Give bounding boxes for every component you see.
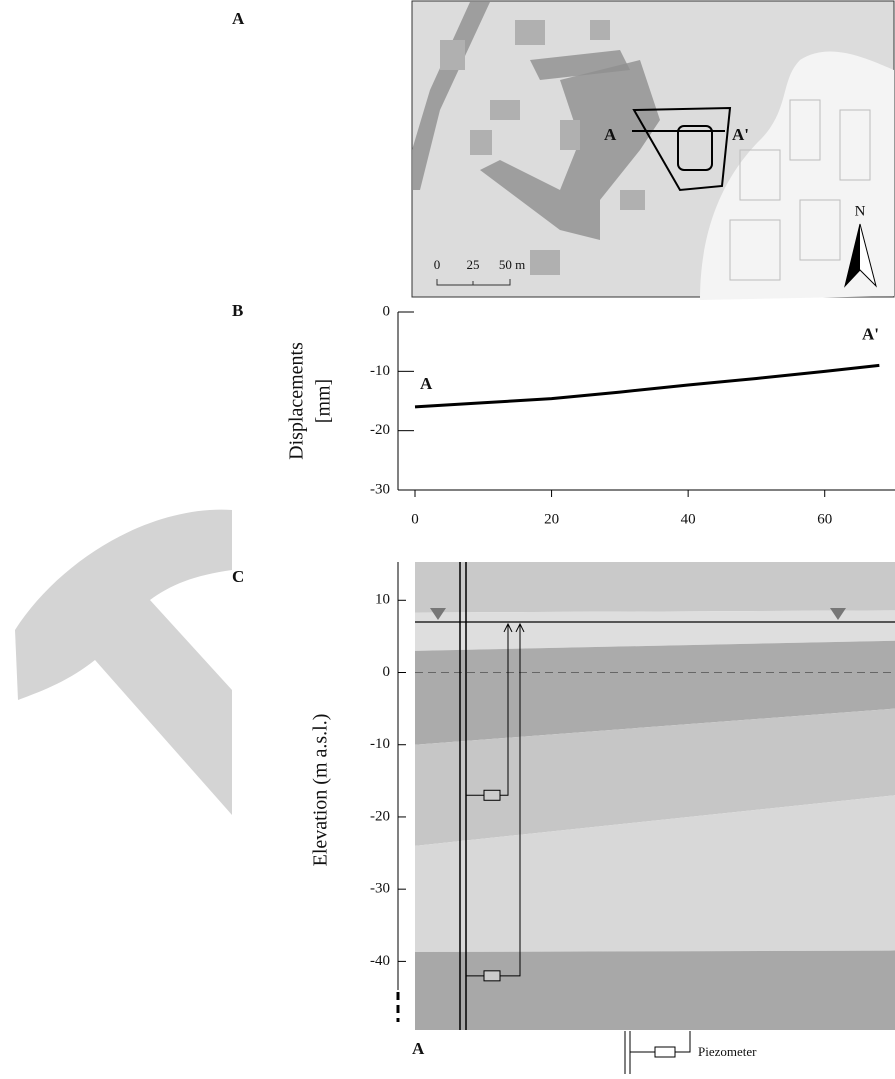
start-label: A bbox=[420, 374, 433, 393]
soil-layer bbox=[415, 950, 895, 1030]
soil-layer bbox=[415, 562, 895, 613]
x-tick-label: 60 bbox=[817, 511, 832, 527]
water-marker bbox=[430, 607, 446, 620]
piezometer bbox=[483, 789, 501, 801]
legend-symbol bbox=[654, 1046, 676, 1058]
scale-bar bbox=[436, 279, 511, 286]
panel-label: B bbox=[232, 301, 243, 320]
y-tick-label: -20 bbox=[370, 808, 390, 824]
x-tick-label: 0 bbox=[411, 511, 419, 527]
soil-layer bbox=[415, 708, 895, 846]
end-label: A' bbox=[862, 324, 879, 343]
section-end: A' bbox=[732, 125, 749, 144]
piezometer bbox=[483, 970, 501, 982]
legend-label: Piezometer bbox=[698, 1044, 757, 1059]
road bbox=[530, 50, 630, 80]
y-tick-label: -10 bbox=[370, 736, 390, 752]
soil-layer bbox=[415, 795, 895, 952]
buildings bbox=[440, 20, 645, 275]
scale-label: 0 bbox=[434, 257, 441, 272]
y-tick-label: -40 bbox=[370, 953, 390, 969]
y-axis-label: Elevation (m a.s.l.) bbox=[310, 714, 332, 867]
legend-symbol bbox=[624, 1031, 691, 1074]
start-label: A bbox=[412, 1039, 425, 1058]
scale-label: 50 m bbox=[499, 257, 525, 272]
y-tick-label: 10 bbox=[375, 592, 390, 608]
y-axis-label: [mm] bbox=[313, 379, 335, 423]
scale-label: 25 bbox=[467, 257, 480, 272]
north-label: N bbox=[855, 203, 866, 219]
y-tick-label: 0 bbox=[383, 664, 391, 680]
y-tick-label: -30 bbox=[370, 881, 390, 897]
soil-layer bbox=[415, 610, 895, 651]
site bbox=[632, 106, 732, 192]
x-tick-label: 40 bbox=[681, 511, 696, 527]
y-tick-label: -10 bbox=[370, 363, 390, 379]
north-arrow-half bbox=[845, 224, 860, 286]
map: A A' N 0 25 50 m bbox=[411, 0, 895, 301]
piezometer-tube bbox=[500, 622, 525, 977]
x-tick-label: 20 bbox=[544, 511, 559, 527]
y-tick-label: -20 bbox=[370, 422, 390, 438]
outlines bbox=[729, 99, 871, 281]
section-layers bbox=[415, 562, 895, 1030]
panel-label: C bbox=[232, 567, 244, 586]
watermark bbox=[15, 509, 232, 815]
y-tick-label: 0 bbox=[383, 303, 391, 319]
excavation bbox=[677, 125, 713, 171]
road bbox=[480, 60, 660, 240]
soil-layer bbox=[415, 640, 895, 745]
panel-label: A bbox=[232, 9, 245, 28]
open-area bbox=[700, 51, 894, 301]
data-line bbox=[414, 363, 880, 409]
road bbox=[412, 2, 490, 190]
section-start: A bbox=[604, 125, 617, 144]
piezometer-tube bbox=[500, 622, 513, 796]
y-axis-label: Displacements bbox=[286, 342, 308, 460]
water-marker bbox=[830, 607, 846, 620]
y-tick-label: -30 bbox=[370, 481, 390, 497]
